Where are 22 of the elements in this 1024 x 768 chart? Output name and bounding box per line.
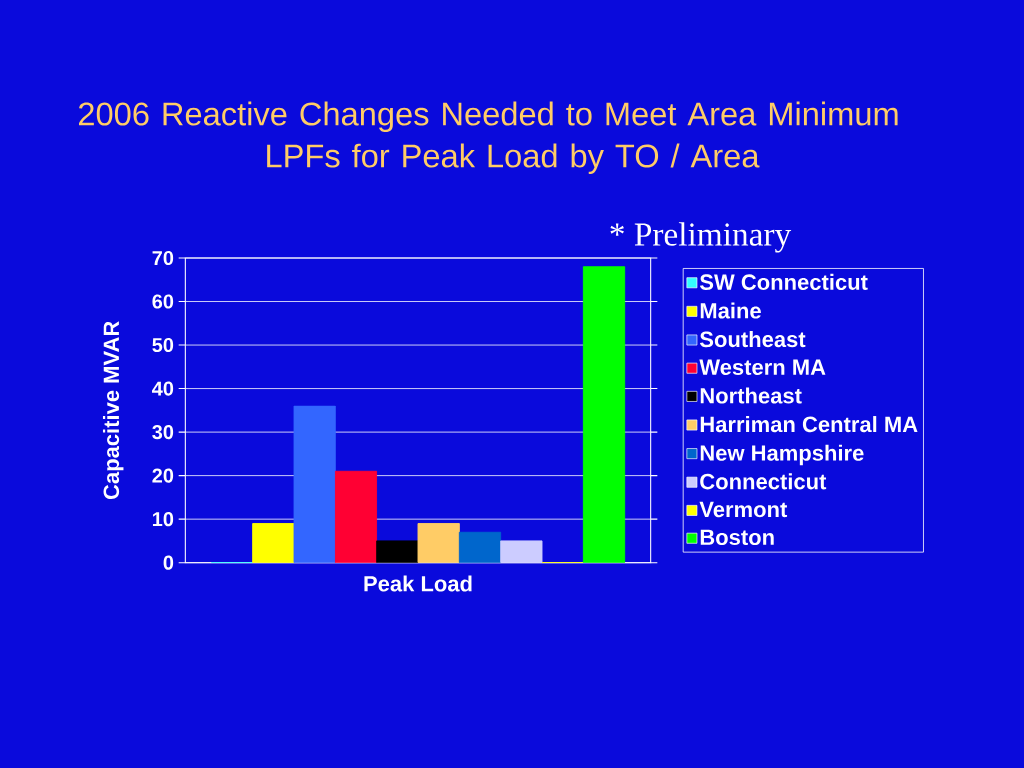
x-tick-label: Peak Load (364, 575, 472, 592)
legend-label: SW Connecticut (699, 273, 868, 290)
y-axis-title: Capacitive MVAR (102, 321, 124, 500)
legend-label: Vermont (699, 501, 788, 518)
y-tick-label: 70 (152, 250, 174, 266)
legend-label: Southeast (699, 331, 806, 348)
text: * Preliminary (610, 222, 792, 253)
legend-label: New Hampshire (700, 444, 864, 466)
legend-label: Harriman Central MA (700, 416, 918, 433)
y-tick-label: 60 (152, 294, 174, 309)
y-tick-label: 30 (152, 425, 174, 440)
legend-label: Boston (700, 529, 774, 545)
legend-label: Connecticut (700, 473, 827, 490)
y-tick-label: 0 (163, 555, 174, 570)
y-tick-label: 50 (152, 337, 174, 353)
chart-title: 2006 Reactive Changes Needed to Meet Area Minimum LPFs for Peak Load by TO / Area (78, 101, 898, 175)
legend-label: Maine (700, 302, 761, 319)
y-tick-label: 40 (152, 381, 174, 396)
legend-label: Western MA (699, 359, 826, 375)
y-tick-label: 20 (152, 468, 174, 483)
y-tick-label: 10 (152, 512, 174, 527)
legend-label: Northeast (700, 387, 802, 404)
